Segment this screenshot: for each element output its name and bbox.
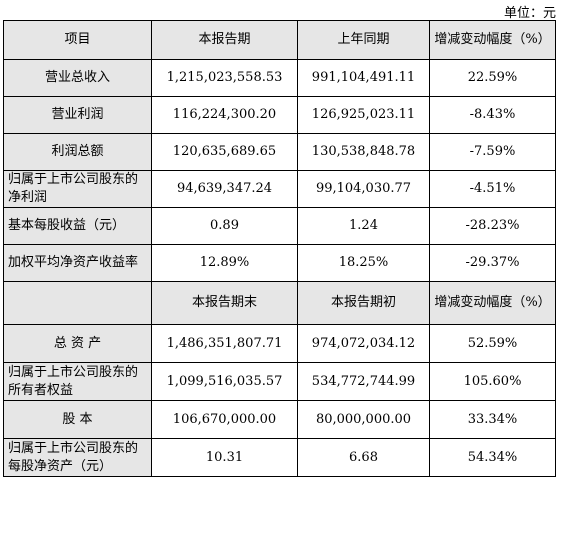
row-label: 加权平均净资产收益率	[3, 244, 152, 282]
table-row: 加权平均净资产收益率 12.89% 18.25% -29.37%	[3, 244, 556, 282]
table-row: 基本每股收益（元） 0.89 1.24 -28.23%	[3, 207, 556, 245]
unit-label: 单位：元	[503, 6, 556, 21]
cell-current: 94,639,347.24	[151, 170, 298, 208]
header-change: 增减变动幅度（%）	[429, 20, 556, 60]
row-label: 利润总额	[3, 133, 152, 171]
header-period-end: 本报告期末	[151, 281, 298, 325]
cell-current: 12.89%	[151, 244, 298, 282]
cell-current: 1,099,516,035.57	[151, 362, 298, 401]
cell-prior: 1.24	[297, 207, 430, 245]
cell-change: -7.59%	[429, 133, 556, 171]
table-row: 营业利润 116,224,300.20 126,925,023.11 -8.43…	[3, 96, 556, 134]
cell-current: 10.31	[151, 438, 298, 477]
table-row: 归属于上市公司股东的每股净资产（元） 10.31 6.68 54.34%	[3, 438, 556, 477]
cell-prior: 534,772,744.99	[297, 362, 430, 401]
cell-current: 116,224,300.20	[151, 96, 298, 134]
cell-prior: 991,104,491.11	[297, 59, 430, 97]
cell-current: 106,670,000.00	[151, 400, 298, 439]
cell-prior: 974,072,034.12	[297, 324, 430, 363]
table-row: 营业总收入 1,215,023,558.53 991,104,491.11 22…	[3, 59, 556, 97]
row-label: 基本每股收益（元）	[3, 207, 152, 245]
cell-prior: 130,538,848.78	[297, 133, 430, 171]
cell-current: 1,215,023,558.53	[151, 59, 298, 97]
table-header-row: 项目 本报告期 上年同期 增减变动幅度（%）	[3, 20, 556, 60]
header-item	[3, 281, 152, 325]
cell-prior: 80,000,000.00	[297, 400, 430, 439]
table-header-row: 本报告期末 本报告期初 增减变动幅度（%）	[3, 281, 556, 325]
table-row: 总 资 产 1,486,351,807.71 974,072,034.12 52…	[3, 324, 556, 363]
cell-prior: 99,104,030.77	[297, 170, 430, 208]
row-label: 归属于上市公司股东的所有者权益	[3, 362, 152, 401]
row-label: 营业利润	[3, 96, 152, 134]
cell-prior: 6.68	[297, 438, 430, 477]
cell-prior: 126,925,023.11	[297, 96, 430, 134]
header-change: 增减变动幅度（%）	[429, 281, 556, 325]
cell-change: 22.59%	[429, 59, 556, 97]
row-label: 营业总收入	[3, 59, 152, 97]
cell-change: -4.51%	[429, 170, 556, 208]
cell-change: 54.34%	[429, 438, 556, 477]
financial-summary-table: 项目 本报告期 上年同期 增减变动幅度（%） 营业总收入 1,215,023,5…	[3, 20, 556, 477]
cell-change: 33.34%	[429, 400, 556, 439]
header-current-period: 本报告期	[151, 20, 298, 60]
table-row: 归属于上市公司股东的净利润 94,639,347.24 99,104,030.7…	[3, 170, 556, 208]
cell-prior: 18.25%	[297, 244, 430, 282]
row-label: 股 本	[3, 400, 152, 439]
table-row: 利润总额 120,635,689.65 130,538,848.78 -7.59…	[3, 133, 556, 171]
cell-current: 1,486,351,807.71	[151, 324, 298, 363]
row-label: 归属于上市公司股东的每股净资产（元）	[3, 438, 152, 477]
cell-change: 105.60%	[429, 362, 556, 401]
cell-current: 120,635,689.65	[151, 133, 298, 171]
table-row: 归属于上市公司股东的所有者权益 1,099,516,035.57 534,772…	[3, 362, 556, 401]
cell-change: -29.37%	[429, 244, 556, 282]
cell-current: 0.89	[151, 207, 298, 245]
cell-change: -28.23%	[429, 207, 556, 245]
header-prior-period: 上年同期	[297, 20, 430, 60]
table-row: 股 本 106,670,000.00 80,000,000.00 33.34%	[3, 400, 556, 439]
header-period-start: 本报告期初	[297, 281, 430, 325]
cell-change: 52.59%	[429, 324, 556, 363]
header-item: 项目	[3, 20, 152, 60]
row-label: 总 资 产	[3, 324, 152, 363]
row-label: 归属于上市公司股东的净利润	[3, 170, 152, 208]
cell-change: -8.43%	[429, 96, 556, 134]
